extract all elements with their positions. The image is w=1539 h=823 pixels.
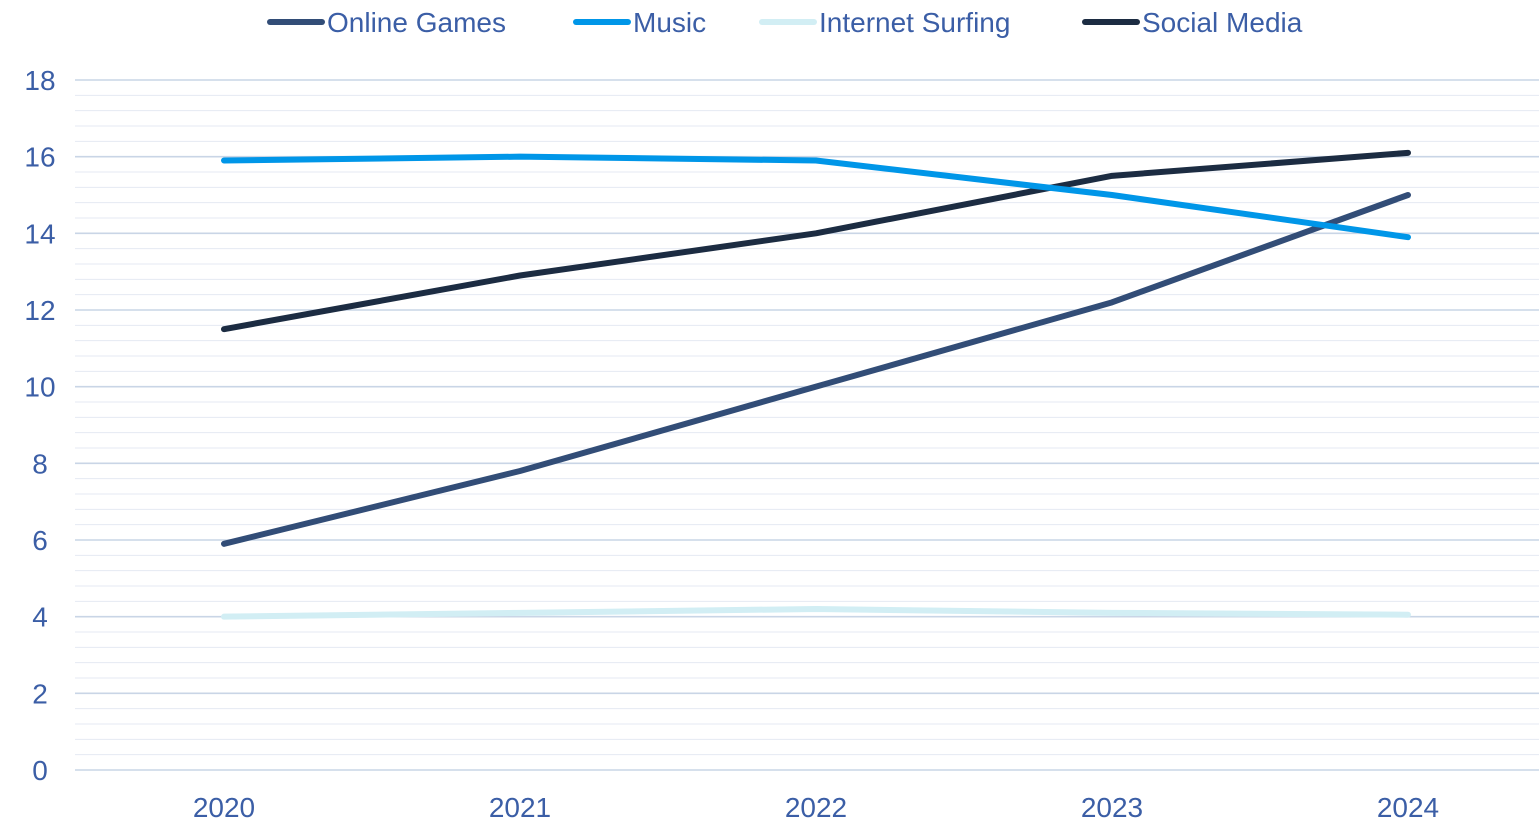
legend-item: Social Media xyxy=(1082,7,1303,38)
legend-label: Social Media xyxy=(1142,7,1303,38)
x-tick-label: 2023 xyxy=(1081,792,1143,823)
x-axis: 2020 2021 2022 2023 2024 xyxy=(193,792,1439,823)
y-tick-label: 18 xyxy=(24,65,55,96)
legend-item: Online Games xyxy=(267,7,506,38)
x-tick-label: 2024 xyxy=(1377,792,1439,823)
y-tick-label: 6 xyxy=(32,525,48,556)
legend-label: Online Games xyxy=(327,7,506,38)
y-tick-label: 8 xyxy=(32,448,48,479)
x-tick-label: 2020 xyxy=(193,792,255,823)
x-tick-label: 2022 xyxy=(785,792,847,823)
y-tick-label: 12 xyxy=(24,295,55,326)
gridlines xyxy=(75,79,1539,771)
legend: Online Games Music Internet Surfing Social … xyxy=(267,7,1303,38)
y-tick-label: 16 xyxy=(24,142,55,173)
series-line-online-games xyxy=(221,192,1411,547)
series-line-social-media xyxy=(221,149,1411,333)
x-tick-label: 2021 xyxy=(489,792,551,823)
series-line-music xyxy=(221,153,1411,241)
legend-label: Music xyxy=(633,7,706,38)
legend-label: Internet Surfing xyxy=(819,7,1010,38)
y-tick-label: 14 xyxy=(24,218,55,249)
y-tick-label: 0 xyxy=(32,755,48,786)
legend-item: Music xyxy=(573,7,706,38)
legend-item: Internet Surfing xyxy=(759,7,1010,38)
y-tick-label: 2 xyxy=(32,678,48,709)
series-line-internet-surfing xyxy=(221,606,1411,620)
series-lines xyxy=(221,149,1411,620)
y-tick-label: 10 xyxy=(24,372,55,403)
y-tick-label: 4 xyxy=(32,602,48,633)
y-axis: 0 2 4 6 8 10 12 14 16 18 xyxy=(24,65,55,786)
